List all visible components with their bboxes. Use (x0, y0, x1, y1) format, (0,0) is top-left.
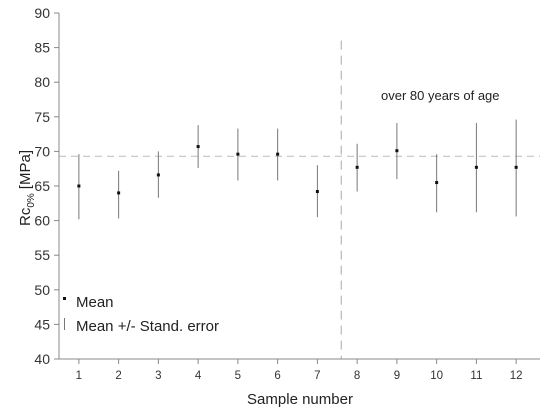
mean-point (236, 152, 240, 156)
mean-point (355, 165, 359, 169)
x-axis-title: Sample number (247, 391, 353, 408)
mean-point (514, 165, 518, 169)
x-ticks: 1 2 3 4 5 6 7 8 9 10 11 12 (76, 359, 523, 382)
y-tick-label: 40 (34, 351, 50, 367)
y-tick-label: 45 (34, 316, 50, 332)
mean-point (196, 145, 200, 149)
x-tick-label: 3 (155, 370, 161, 382)
x-tick-label: 1 (76, 370, 82, 382)
x-tick-label: 9 (394, 370, 400, 382)
y-tick-label: 85 (34, 40, 50, 56)
mean-point (276, 152, 280, 156)
mean-point (435, 181, 439, 185)
legend-mean-label: Mean (76, 294, 114, 311)
legend-mean-marker (63, 297, 66, 300)
y-axis-title-sub: 0% (26, 193, 37, 208)
y-tick-label: 55 (34, 247, 50, 263)
y-axis-title-main: Rc (17, 207, 34, 226)
y-tick-label: 70 (34, 143, 50, 159)
legend-error-label: Mean +/- Stand. error (76, 318, 219, 335)
x-tick-label: 4 (195, 370, 202, 382)
y-tick-label: 75 (34, 109, 50, 125)
mean-points (77, 145, 518, 195)
y-tick-label: 90 (34, 5, 50, 21)
x-tick-label: 10 (430, 370, 443, 382)
x-tick-label: 12 (510, 370, 523, 382)
y-ticks: 40 45 50 55 60 65 70 75 80 85 90 (34, 5, 59, 367)
y-axis-title: Rc0% [MPa] (17, 150, 37, 226)
mean-point (315, 190, 319, 194)
y-tick-label: 80 (34, 74, 50, 90)
mean-point (474, 165, 478, 169)
y-tick-label: 50 (34, 282, 50, 298)
y-axis-title-unit: [MPa] (17, 150, 34, 189)
mean-point (117, 191, 121, 195)
x-tick-label: 7 (314, 370, 320, 382)
y-tick-label: 65 (34, 178, 50, 194)
x-tick-label: 8 (354, 370, 360, 382)
mean-point (156, 173, 160, 177)
x-tick-label: 2 (115, 370, 121, 382)
x-tick-label: 6 (274, 370, 280, 382)
annotation: over 80 years of age (381, 88, 500, 103)
y-tick-label: 60 (34, 213, 50, 229)
legend: Mean Mean +/- Stand. error (63, 294, 219, 335)
mean-point (395, 149, 399, 153)
mean-point (77, 184, 81, 188)
error-bars (78, 119, 517, 220)
x-tick-label: 11 (470, 370, 482, 382)
x-tick-label: 5 (235, 370, 241, 382)
